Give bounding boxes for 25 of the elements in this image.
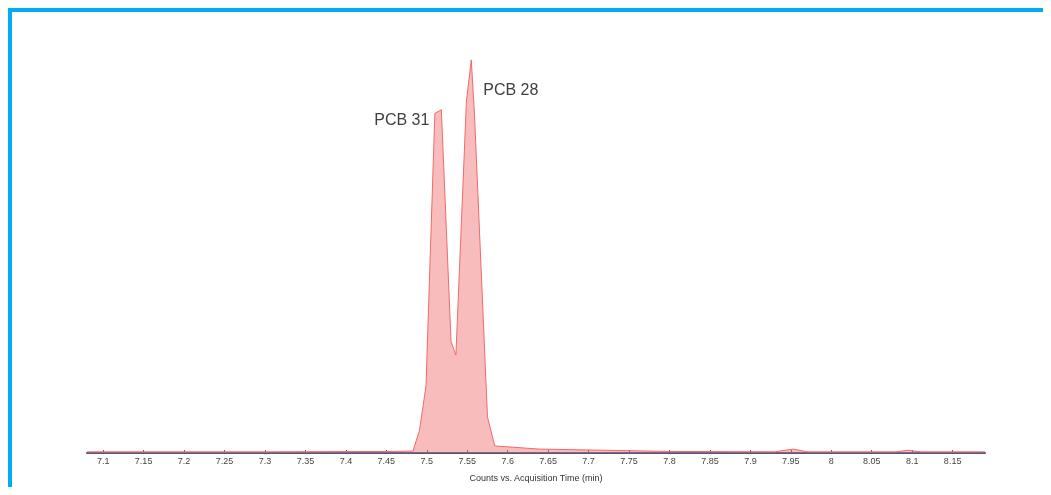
x-tick-label: 7.7	[582, 455, 595, 466]
x-tick-label: 7.9	[744, 455, 757, 466]
annotation: PCB 31	[374, 111, 430, 129]
x-tick-label: 8.1	[905, 455, 919, 466]
x-tick-label: 8	[828, 455, 834, 466]
x-tick-label: 7.2	[177, 455, 191, 466]
x-tick-label: 7.4	[339, 455, 353, 466]
x-tick-label: 7.35	[296, 455, 315, 466]
x-tick-label: 7.15	[134, 455, 153, 466]
x-tick-label: 7.55	[458, 455, 476, 466]
x-tick-label: 7.85	[701, 455, 719, 466]
x-tick-label: 7.8	[663, 455, 676, 466]
x-tick-label: 7.45	[377, 455, 396, 466]
annotation: PCB 28	[483, 81, 539, 99]
x-tick-label: 7.25	[215, 455, 234, 466]
x-tick-label: 7.1	[96, 455, 110, 466]
x-tick-label: 7.95	[782, 455, 800, 466]
x-tick-label: 7.65	[539, 455, 557, 466]
x-tick-label: 7.6	[501, 455, 514, 466]
x-tick-label: 7.75	[620, 455, 638, 466]
x-axis-title: Counts vs. Acquisition Time (min)	[469, 472, 603, 483]
x-tick-label: 8.05	[862, 455, 881, 466]
x-tick-label: 7.3	[258, 455, 272, 466]
x-tick-label: 7.5	[420, 455, 434, 466]
x-tick-label: 8.15	[943, 455, 962, 466]
